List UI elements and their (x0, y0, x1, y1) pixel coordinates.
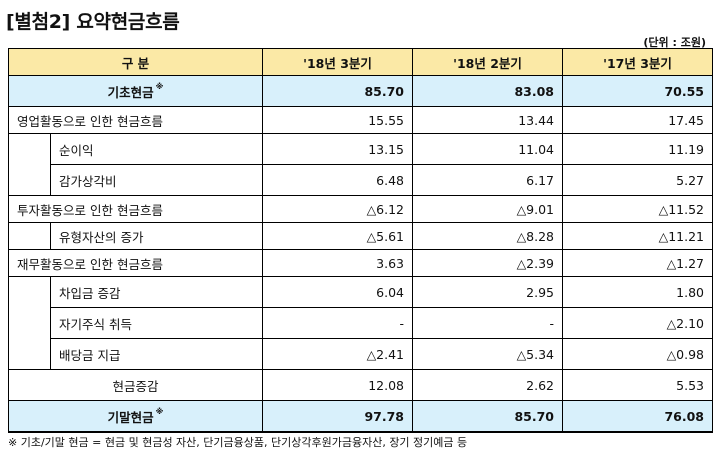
table-header-row: 구 분 '18년 3분기 '18년 2분기 '17년 3분기 (7, 48, 714, 76)
cell-value: - (412, 307, 564, 339)
cell-value: △11.21 (562, 222, 714, 250)
row-label: 재무활동으로 인한 현금흐름 (7, 249, 264, 277)
cell-value: 11.04 (412, 133, 564, 165)
cash-flow-table: 구 분 '18년 3분기 '18년 2분기 '17년 3분기 기초현금 ※ 85.… (7, 48, 714, 433)
row-label: 투자활동으로 인한 현금흐름 (7, 195, 264, 223)
cell-value: 97.78 (262, 400, 414, 433)
cell-value: 3.63 (262, 249, 414, 277)
cell-value: △11.52 (562, 195, 714, 223)
unit-label: (단위 : 조원) (643, 36, 706, 49)
table-row-dividends: 배당금 지급 △2.41 △5.34 △0.98 (9, 338, 714, 370)
cell-value: 76.08 (562, 400, 714, 433)
header-col-2017q3: '17년 3분기 (562, 48, 714, 76)
cell-value: 6.04 (262, 276, 414, 308)
cell-value: 2.62 (412, 369, 564, 401)
table-row-net-income: 순이익 13.15 11.04 11.19 (8, 133, 714, 196)
note-mark: ※ (155, 81, 164, 91)
cell-value: △2.41 (262, 338, 414, 370)
table-row-investing: 투자활동으로 인한 현금흐름 △6.12 △9.01 △11.52 (7, 195, 714, 223)
header-col-2018q3: '18년 3분기 (262, 48, 414, 76)
cell-value: 5.53 (562, 369, 714, 401)
indent-cell (8, 222, 51, 250)
cell-value: 85.70 (412, 400, 564, 433)
cell-value: 5.27 (562, 164, 714, 196)
cell-value: △8.28 (412, 222, 564, 250)
cell-value: △6.12 (262, 195, 414, 223)
row-label: 차입금 증감 (49, 276, 264, 308)
table-row-tangible-assets: 유형자산의 증가 △5.61 △8.28 △11.21 (8, 222, 714, 250)
row-label: 감가상각비 (49, 164, 264, 196)
table-row-operating: 영업활동으로 인한 현금흐름 15.55 13.44 17.45 (7, 106, 714, 134)
row-label: 기초현금 ※ (7, 75, 264, 107)
cell-value: △0.98 (562, 338, 714, 370)
cell-value: 11.19 (562, 133, 714, 165)
table-row-financing: 재무활동으로 인한 현금흐름 3.63 △2.39 △1.27 (7, 249, 714, 277)
cell-value: 12.08 (262, 369, 414, 401)
row-label: 영업활동으로 인한 현금흐름 (7, 106, 264, 134)
row-label: 자기주식 취득 (49, 307, 264, 339)
row-label-text: 기말현금 (107, 409, 154, 425)
row-label: 순이익 (49, 133, 264, 165)
cell-value: 1.80 (562, 276, 714, 308)
indent-cell (8, 276, 51, 370)
cell-value: △9.01 (412, 195, 564, 223)
row-label-text: 기초현금 (107, 84, 154, 100)
cell-value: 13.44 (412, 106, 564, 134)
cell-value: 13.15 (262, 133, 414, 165)
header-category: 구 분 (7, 48, 264, 76)
cell-value: 6.48 (262, 164, 414, 196)
table-row-treasury-stock: 자기주식 취득 - - △2.10 (9, 307, 714, 339)
row-label: 기말현금 ※ (7, 400, 264, 433)
cell-value: 6.17 (412, 164, 564, 196)
row-label: 현금증감 (7, 369, 264, 401)
cell-value: 85.70 (262, 75, 414, 107)
table-row-ending-cash: 기말현금 ※ 97.78 85.70 76.08 (7, 400, 714, 433)
cell-value: △2.39 (412, 249, 564, 277)
cell-value: △5.34 (412, 338, 564, 370)
cell-value: 83.08 (412, 75, 564, 107)
table-row-depreciation: 감가상각비 6.48 6.17 5.27 (9, 164, 714, 196)
cell-value: △5.61 (262, 222, 414, 250)
cell-value: 70.55 (562, 75, 714, 107)
table-row-cash-change: 현금증감 12.08 2.62 5.53 (7, 369, 714, 401)
table-row-beginning-cash: 기초현금 ※ 85.70 83.08 70.55 (7, 75, 714, 107)
footnote: ※ 기초/기말 현금 = 현금 및 현금성 자산, 단기금융상품, 단기상각후원… (8, 436, 468, 449)
cell-value: 15.55 (262, 106, 414, 134)
cell-value: △2.10 (562, 307, 714, 339)
indent-cell (8, 133, 51, 196)
cell-value: 17.45 (562, 106, 714, 134)
table-row-borrowings: 차입금 증감 6.04 2.95 1.80 (8, 276, 714, 370)
cell-value: - (262, 307, 414, 339)
cell-value: 2.95 (412, 276, 564, 308)
header-col-2018q2: '18년 2분기 (412, 48, 564, 76)
row-label: 유형자산의 증가 (49, 222, 264, 250)
note-mark: ※ (155, 406, 164, 416)
cell-value: △1.27 (562, 249, 714, 277)
document-title: [별첨2] 요약현금흐름 (6, 11, 180, 33)
row-label: 배당금 지급 (49, 338, 264, 370)
